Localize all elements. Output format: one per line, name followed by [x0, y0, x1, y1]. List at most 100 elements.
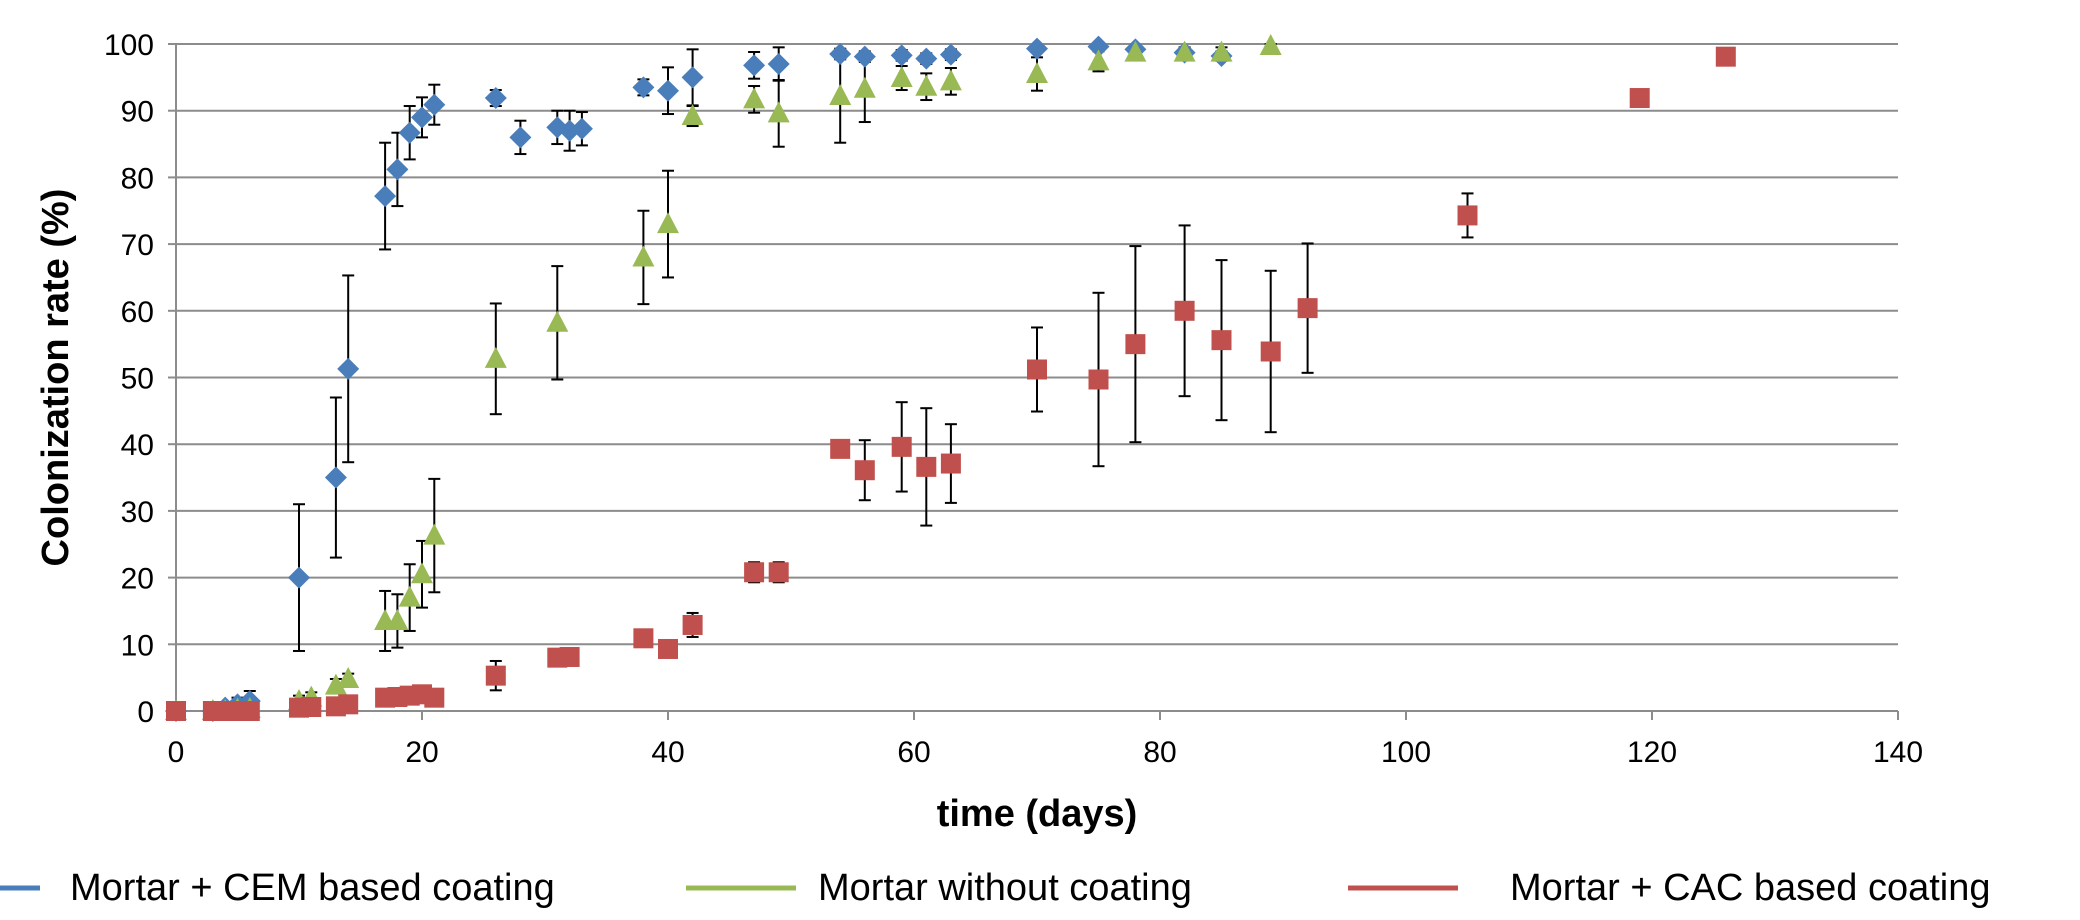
data-point-triangle	[767, 101, 790, 123]
data-point-triangle	[1173, 40, 1196, 62]
legend: Mortar + CEM based coating Mortar without…	[0, 867, 1991, 909]
data-point-triangle	[423, 523, 446, 545]
y-tick-label: 80	[121, 162, 154, 195]
x-tick-label: 100	[1381, 736, 1431, 769]
y-tick-label: 10	[121, 629, 154, 662]
data-point-square	[1715, 46, 1736, 67]
data-point-diamond	[423, 93, 446, 116]
x-tick-label: 80	[1143, 736, 1176, 769]
data-point-square	[830, 438, 851, 459]
data-point-diamond	[657, 79, 679, 102]
data-point-diamond	[558, 119, 581, 142]
y-axis-title: Colonization rate (%)	[35, 189, 77, 567]
data-point-square	[682, 614, 703, 635]
data-point-diamond	[890, 44, 913, 67]
data-point-triangle	[681, 104, 704, 126]
data-point-square	[1629, 88, 1650, 109]
data-point-diamond	[337, 357, 360, 380]
data-point-triangle	[411, 562, 433, 584]
data-point-diamond	[853, 45, 876, 68]
data-point-square	[744, 562, 765, 583]
data-point-diamond	[509, 126, 532, 149]
y-tick-label: 90	[121, 96, 154, 129]
data-point-triangle	[398, 585, 421, 607]
data-point-square	[485, 665, 506, 686]
data-point-square	[301, 696, 322, 717]
data-point-triangle	[324, 673, 347, 695]
data-point-square	[559, 646, 580, 667]
data-point-triangle	[657, 212, 679, 234]
y-tick-label: 0	[137, 696, 154, 729]
data-point-square	[338, 694, 359, 715]
data-point-square	[658, 638, 678, 659]
data-markers	[165, 34, 1736, 722]
data-point-square	[1297, 298, 1318, 319]
y-tick-label: 50	[121, 363, 154, 396]
legend-label: Mortar without coating	[818, 867, 1192, 909]
data-point-square	[768, 562, 789, 583]
data-point-square	[1027, 359, 1047, 380]
x-tick-label: 0	[168, 736, 185, 769]
data-point-square	[1211, 330, 1232, 351]
data-point-square	[166, 701, 186, 721]
y-tick-label: 40	[121, 429, 154, 462]
data-point-triangle	[1210, 40, 1233, 62]
data-point-triangle	[1124, 40, 1147, 62]
data-point-square	[424, 687, 445, 708]
data-point-triangle	[890, 66, 913, 88]
data-point-triangle	[853, 76, 876, 98]
x-tick-label: 120	[1627, 736, 1677, 769]
x-tick-label: 60	[897, 736, 930, 769]
data-point-triangle	[939, 69, 962, 91]
x-tick-label: 20	[405, 736, 438, 769]
data-point-square	[1125, 334, 1146, 355]
axes: 0 10 20 30 40 50 60 70 80 90 100 0 20 40 60 80 100 120 140	[104, 29, 1923, 769]
data-point-triangle	[829, 84, 852, 106]
data-point-diamond	[632, 76, 655, 99]
data-point-square	[633, 628, 654, 649]
data-point-square	[891, 436, 912, 457]
data-point-diamond	[829, 43, 852, 66]
data-point-diamond	[767, 53, 790, 76]
data-point-square	[940, 453, 961, 474]
y-tick-label: 20	[121, 563, 154, 596]
data-point-diamond	[1026, 37, 1048, 60]
data-point-square	[1174, 300, 1195, 321]
data-point-diamond	[374, 185, 397, 208]
x-tick-label: 140	[1873, 736, 1923, 769]
data-point-square	[916, 456, 937, 477]
data-point-triangle	[743, 87, 766, 109]
data-point-diamond	[484, 87, 507, 110]
data-point-diamond	[743, 54, 766, 77]
data-point-square	[854, 460, 875, 481]
data-point-triangle	[337, 666, 360, 688]
y-tick-label: 30	[121, 496, 154, 529]
legend-label: Mortar + CAC based coating	[1510, 867, 1991, 909]
data-point-diamond	[939, 43, 962, 66]
data-point-diamond	[570, 117, 593, 140]
data-point-square	[1457, 205, 1478, 226]
data-point-diamond	[288, 566, 310, 589]
data-point-diamond	[411, 106, 433, 129]
legend-label: Mortar + CEM based coating	[70, 867, 555, 909]
data-point-triangle	[632, 245, 655, 267]
data-point-diamond	[386, 158, 409, 181]
data-point-diamond	[398, 121, 421, 144]
data-point-triangle	[1087, 49, 1110, 71]
x-axis-title: time (days)	[937, 793, 1138, 835]
data-point-diamond	[915, 47, 938, 70]
data-point-triangle	[915, 74, 938, 96]
x-tick-label: 40	[651, 736, 684, 769]
data-point-square	[239, 701, 260, 721]
data-point-square	[1260, 341, 1281, 362]
data-point-triangle	[484, 346, 507, 368]
y-tick-label: 60	[121, 296, 154, 329]
data-point-triangle	[1026, 62, 1048, 84]
data-point-triangle	[386, 608, 409, 630]
data-point-triangle	[1259, 34, 1282, 56]
data-point-square	[1088, 369, 1109, 390]
data-point-diamond	[1087, 35, 1110, 58]
data-point-triangle	[546, 310, 569, 332]
y-tick-label: 100	[104, 29, 154, 62]
